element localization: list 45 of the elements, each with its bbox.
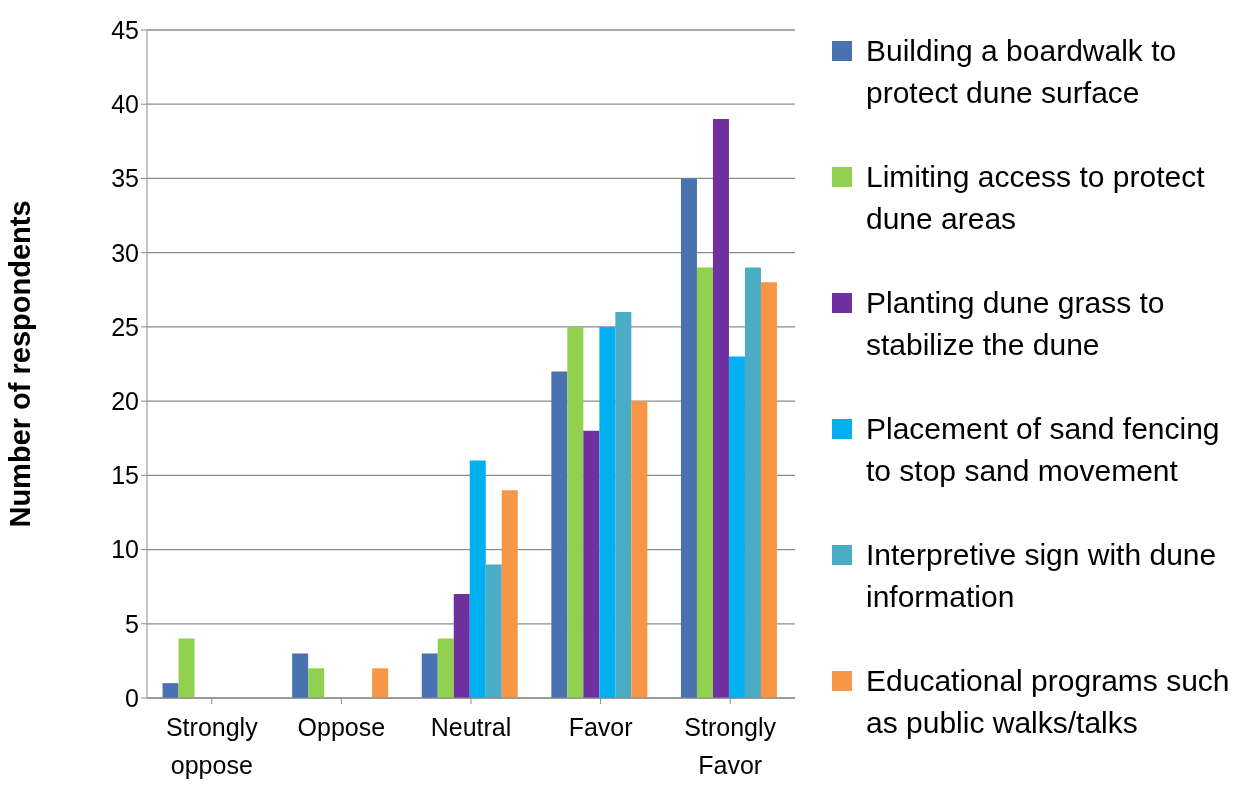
bar xyxy=(583,430,600,698)
legend-label: Building a boardwalk to protect dune surface xyxy=(866,33,1178,111)
x-tick-label: Strongly oppose xyxy=(165,713,259,779)
y-tick-label: 10 xyxy=(111,535,139,564)
x-tick-label: Favor xyxy=(568,713,633,741)
x-tick-label: Oppose xyxy=(297,713,386,741)
bar xyxy=(696,267,713,698)
y-tick-label: 45 xyxy=(111,15,139,44)
bar xyxy=(292,653,309,698)
bar xyxy=(551,371,568,698)
y-tick-label: 5 xyxy=(125,609,139,638)
bar xyxy=(680,178,697,698)
bar xyxy=(744,267,761,698)
legend-label: Placement of sand fencing to stop sand movement xyxy=(866,411,1221,489)
legend-label: Educational programs such as public walks/talks xyxy=(866,663,1231,741)
bar xyxy=(437,638,454,698)
bar xyxy=(760,282,777,698)
bar xyxy=(469,460,486,698)
bar xyxy=(712,119,729,698)
y-tick-label: 30 xyxy=(111,238,139,267)
y-tick-label: 25 xyxy=(111,312,139,341)
bar xyxy=(453,594,470,698)
bar xyxy=(485,564,502,698)
y-tick-label: 35 xyxy=(111,164,139,193)
bar xyxy=(178,638,195,698)
bar xyxy=(501,490,518,698)
y-axis-title: Number of respondents xyxy=(4,200,37,528)
y-tick-label: 40 xyxy=(111,90,139,119)
bar xyxy=(631,401,648,698)
bar xyxy=(599,326,616,698)
x-tick-label: Neutral xyxy=(430,713,512,741)
x-tick-label: Strongly Favor xyxy=(684,713,777,779)
bar xyxy=(728,356,745,698)
legend-label: Interpretive sign with dune information xyxy=(866,537,1218,615)
bar xyxy=(615,312,632,698)
bar xyxy=(162,683,179,698)
y-tick-label: 15 xyxy=(111,461,139,490)
bar xyxy=(421,653,438,698)
bar xyxy=(308,668,325,698)
y-tick-label: 0 xyxy=(125,683,139,712)
legend-label: Planting dune grass to stabilize the dune xyxy=(866,285,1166,363)
bar xyxy=(372,668,389,698)
legend-label: Limiting access to protect dune areas xyxy=(866,159,1206,237)
y-tick-label: 20 xyxy=(111,386,139,415)
bar xyxy=(567,326,584,698)
